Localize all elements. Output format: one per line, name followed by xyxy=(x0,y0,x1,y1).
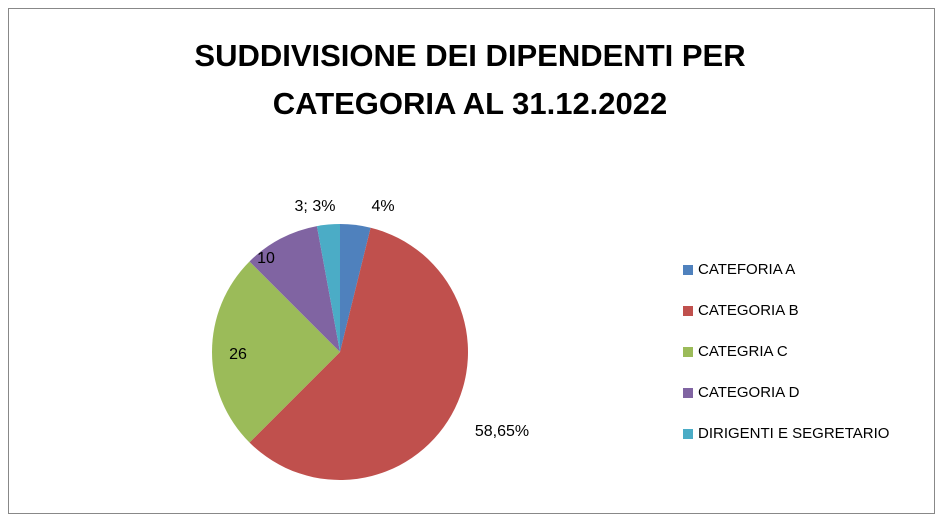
legend-swatch xyxy=(683,429,693,439)
data-label: 58,65% xyxy=(475,423,529,440)
data-label: 4% xyxy=(371,198,394,215)
pie-slice xyxy=(316,224,340,352)
legend-label: CATEGRIA C xyxy=(698,343,788,360)
data-label: 26 xyxy=(229,346,247,363)
legend-label: CATEFORIA A xyxy=(698,261,795,278)
pie-slice xyxy=(249,227,468,481)
pie-slice xyxy=(340,224,371,352)
chart-title: SUDDIVISIONE DEI DIPENDENTI PER xyxy=(194,38,745,73)
legend-swatch xyxy=(683,265,693,275)
legend-swatch xyxy=(683,306,693,316)
legend-swatch xyxy=(683,388,693,398)
legend-label: DIRIGENTI E SEGRETARIO xyxy=(698,425,889,442)
chart-title: CATEGORIA AL 31.12.2022 xyxy=(273,86,668,121)
data-label: 3; 3% xyxy=(295,198,336,215)
pie-slice xyxy=(212,261,340,443)
chart-frame xyxy=(8,8,935,514)
legend-swatch xyxy=(683,347,693,357)
legend-label: CATEGORIA B xyxy=(698,302,799,319)
pie-slice xyxy=(249,226,340,352)
data-label: 10 xyxy=(257,250,275,267)
legend-label: CATEGORIA D xyxy=(698,384,800,401)
